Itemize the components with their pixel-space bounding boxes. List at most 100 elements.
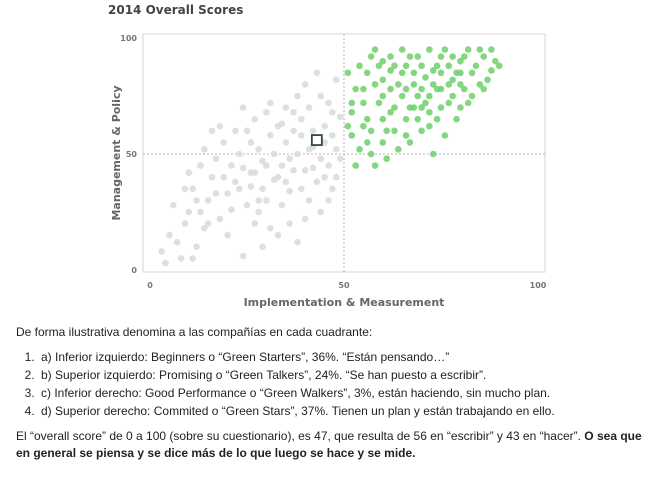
conclusion-paragraph: El “overall score” de 0 a 100 (sobre su … — [16, 428, 646, 462]
green-data-point — [344, 122, 352, 130]
green-data-point — [457, 69, 464, 77]
gray-data-point — [329, 185, 336, 193]
gray-data-point — [325, 162, 332, 169]
gray-data-point — [185, 169, 193, 176]
green-data-point — [414, 53, 422, 60]
gray-data-point — [274, 173, 282, 181]
description-text: De forma ilustrativa denomina a las comp… — [16, 324, 646, 462]
gray-data-point — [208, 127, 216, 135]
x-tick-label: 50 — [338, 281, 350, 290]
green-data-point — [379, 115, 387, 123]
green-data-point — [476, 81, 484, 88]
green-data-point — [348, 132, 356, 139]
gray-data-point — [169, 201, 177, 209]
green-data-point — [406, 139, 414, 146]
green-data-point — [387, 67, 394, 74]
green-data-point — [492, 57, 499, 65]
gray-data-point — [317, 208, 325, 216]
green-data-point — [402, 132, 410, 139]
green-data-point — [437, 104, 445, 111]
gray-data-point — [228, 206, 235, 213]
gray-data-point — [259, 243, 266, 251]
green-data-point — [460, 85, 468, 93]
gray-data-point — [329, 108, 336, 116]
green-data-point — [379, 76, 387, 84]
gray-data-point — [286, 220, 293, 227]
green-data-point — [387, 85, 394, 93]
green-data-point — [418, 85, 425, 93]
gray-data-point — [259, 157, 266, 165]
green-data-point — [464, 46, 472, 53]
green-data-point — [488, 46, 495, 53]
green-data-point — [363, 115, 371, 123]
green-data-point — [360, 122, 367, 130]
gray-data-point — [216, 215, 224, 223]
green-data-point — [410, 69, 418, 77]
green-data-point — [406, 53, 414, 60]
gray-data-point — [158, 248, 165, 255]
gray-data-point — [336, 113, 344, 121]
gray-data-point — [216, 122, 224, 130]
green-data-point — [480, 85, 487, 93]
gray-data-point — [201, 146, 208, 153]
green-data-point — [437, 85, 445, 93]
green-data-point — [414, 92, 422, 100]
gray-data-point — [263, 197, 270, 204]
green-data-point — [398, 69, 406, 77]
green-data-point — [356, 146, 363, 153]
green-data-point — [410, 104, 418, 111]
green-data-point — [476, 46, 484, 53]
green-data-point — [464, 99, 472, 107]
gray-data-point — [301, 215, 309, 223]
gray-data-point — [282, 178, 290, 186]
gray-data-point — [282, 104, 290, 111]
gray-data-point — [181, 185, 189, 193]
gray-data-point — [247, 169, 255, 176]
green-data-point — [429, 81, 437, 88]
gray-data-point — [255, 208, 262, 216]
gray-data-point — [321, 173, 328, 181]
gray-data-point — [243, 127, 251, 135]
gray-data-point — [290, 166, 297, 174]
green-data-point — [395, 81, 402, 88]
green-data-point — [484, 76, 491, 84]
gray-data-point — [270, 150, 278, 158]
gray-data-point — [243, 201, 251, 209]
gray-data-point — [239, 104, 247, 111]
gray-data-point — [266, 224, 274, 232]
gray-data-point — [185, 208, 193, 216]
gray-data-point — [336, 155, 344, 162]
green-data-point — [367, 53, 375, 60]
gray-data-point — [309, 127, 317, 135]
green-data-point — [383, 155, 390, 162]
x-tick-label: 100 — [530, 281, 547, 290]
green-data-point — [445, 62, 453, 70]
data-points — [158, 46, 503, 267]
green-data-point — [379, 57, 387, 65]
gray-data-point — [181, 220, 189, 227]
green-data-point — [441, 46, 449, 53]
gray-data-point — [282, 139, 290, 146]
green-data-point — [433, 115, 441, 123]
gray-data-point — [259, 185, 266, 193]
gray-data-point — [298, 115, 305, 123]
green-data-point — [344, 69, 352, 77]
gray-data-point — [251, 115, 259, 123]
green-data-point — [375, 62, 383, 70]
green-data-point — [414, 115, 422, 123]
axis-ticks: 0 50 100 0 50 100 — [120, 34, 546, 290]
chart-title: 2014 Overall Scores — [108, 3, 243, 17]
x-axis-label: Implementation & Measurement — [244, 296, 445, 309]
green-data-point — [457, 104, 464, 111]
gray-data-point — [290, 127, 297, 135]
green-data-point — [422, 74, 429, 81]
green-data-point — [429, 150, 437, 158]
green-data-point — [480, 53, 487, 60]
gray-data-point — [247, 139, 255, 146]
x-tick-label: 0 — [147, 281, 153, 290]
green-data-point — [375, 99, 383, 107]
green-data-point — [387, 53, 394, 60]
green-data-point — [437, 53, 445, 60]
green-data-point — [379, 92, 387, 100]
green-data-point — [391, 127, 398, 135]
